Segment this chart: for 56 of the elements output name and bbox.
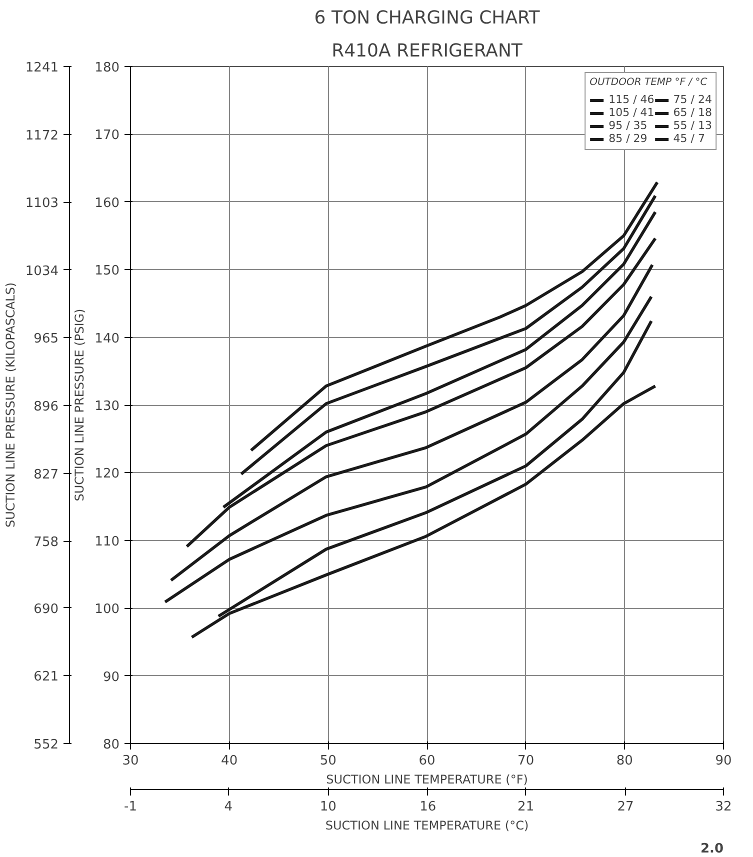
- y-tick-label: 130: [94, 399, 120, 414]
- text: 2.0: [700, 842, 724, 856]
- x-tick-label: 80: [616, 754, 633, 768]
- y2-tick-label: 1241: [25, 60, 59, 76]
- x2-axis-title: SUCTION LINE TEMPERATURE (°C): [325, 818, 529, 832]
- y-tick-label: 140: [94, 331, 120, 346]
- chart-title: 6 TON CHARGING CHART: [314, 8, 541, 28]
- x-axis-title: SUCTION LINE TEMPERATURE (°F): [326, 772, 528, 786]
- legend-label: 55 / 13: [673, 119, 712, 132]
- y2-tick-label: 1034: [25, 264, 59, 279]
- legend-label: 75 / 24: [673, 93, 712, 106]
- legend-label: 95 / 35: [608, 119, 648, 132]
- legend-label: 65 / 18: [673, 106, 712, 119]
- y-tick-label: 180: [94, 60, 120, 76]
- chart-subtitle: R410A REFRIGERANT: [332, 40, 524, 62]
- x2-tick-label: 10: [320, 800, 336, 814]
- legend-label: 85 / 29: [608, 132, 648, 145]
- y2-tick-label: 621: [34, 670, 59, 685]
- legend-label: 105 / 41: [608, 106, 654, 119]
- line-series: [240, 194, 657, 476]
- x-tick-label: 50: [320, 754, 336, 768]
- x-tick-label: 30: [122, 754, 139, 768]
- legend-label: 115 / 46: [608, 93, 654, 106]
- y2-tick-label: 827: [34, 467, 59, 482]
- x2-tick-label: 4: [224, 800, 233, 814]
- x-tick-label: 60: [418, 754, 436, 768]
- y-tick-label: 90: [102, 670, 120, 685]
- x2-tick-label: 32: [715, 800, 732, 814]
- y-axis-title: SUCTION LINE PRESSURE (PSIG): [72, 308, 87, 502]
- y-tick-label: 110: [94, 534, 120, 550]
- y2-tick-label: 1172: [25, 128, 59, 144]
- y-tick-label: 150: [94, 264, 120, 279]
- line-series: [164, 295, 653, 604]
- y2-tick-label: 552: [34, 738, 59, 752]
- x-tick-label: 90: [715, 754, 732, 768]
- y-tick-label: 120: [94, 466, 120, 482]
- y2-tick-label: 896: [34, 399, 59, 414]
- line-series: [170, 263, 654, 582]
- y-tick-label: 160: [94, 196, 120, 211]
- y-tick-label: 80: [102, 738, 120, 752]
- x-tick-label: 40: [221, 754, 238, 768]
- y2-axis-title: SUCTION LINE PRESSURE (KILOPASCALS): [3, 282, 18, 528]
- legend-title: OUTDOOR TEMP °F / °C: [590, 77, 708, 88]
- x2-tick-label: -1: [124, 800, 137, 814]
- x2-tick-label: 27: [617, 800, 634, 814]
- y2-tick-label: 690: [34, 602, 59, 617]
- line-series: [250, 180, 659, 452]
- y2-tick-label: 758: [34, 535, 59, 550]
- y2-tick-label: 965: [34, 332, 59, 347]
- y2-tick-label: 1103: [25, 196, 59, 212]
- x2-tick-label: 16: [420, 800, 436, 814]
- x-tick-label: 70: [518, 754, 534, 768]
- y-tick-label: 170: [94, 128, 120, 144]
- legend-label: 45 / 7: [673, 132, 705, 145]
- x2-tick-label: 21: [518, 800, 534, 814]
- y-tick-label: 100: [94, 602, 120, 618]
